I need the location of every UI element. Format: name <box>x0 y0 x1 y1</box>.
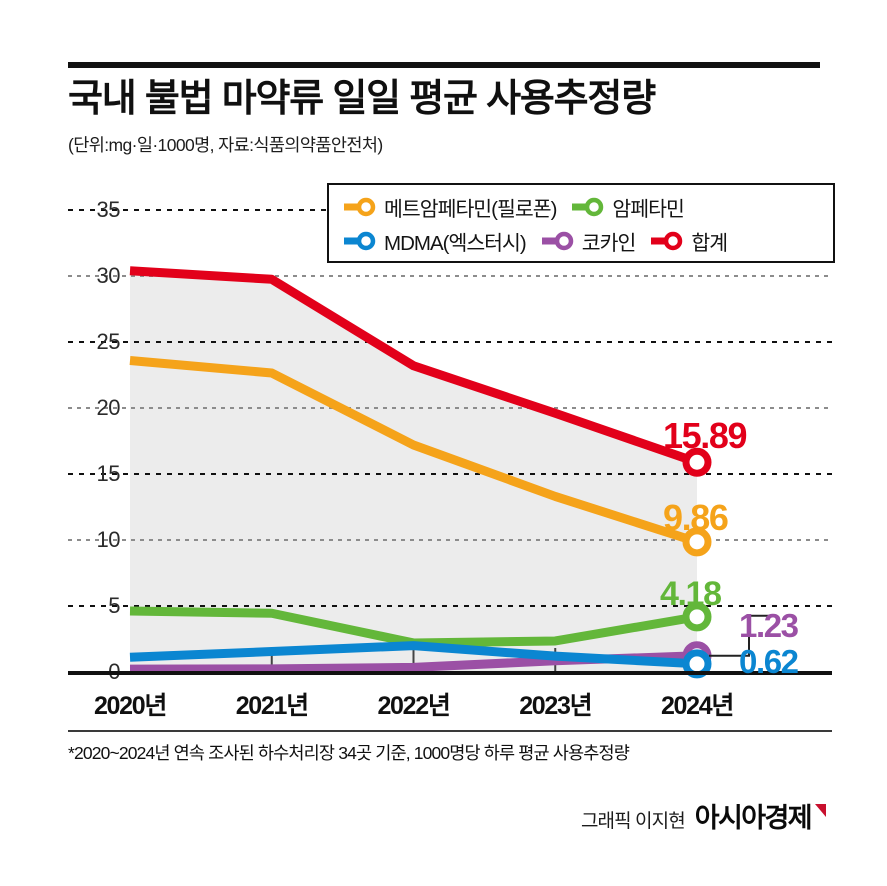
x-axis-tick-label: 2023년 <box>519 692 592 720</box>
open-circle-line-marker-icon <box>342 230 378 252</box>
legend-label: MDMA(엑스터시) <box>384 232 527 255</box>
page-subtitle: (단위:mg·일·1000명, 자료:식품의약품안전처) <box>68 135 383 155</box>
y-axis-tick-label: 35 <box>96 197 121 222</box>
y-axis-tick-label: 20 <box>96 395 121 420</box>
open-circle-line-marker-icon <box>649 230 685 252</box>
open-circle-line-marker-icon <box>342 196 378 218</box>
legend-item-methamphetamine[interactable]: 메트암페타민(필로폰) <box>342 192 557 222</box>
x-axis-tick-label: 2020년 <box>93 692 167 720</box>
callout-leader-line <box>709 614 769 657</box>
legend-item-amphetamine[interactable]: 암페타민 <box>570 192 685 222</box>
y-axis-tick-label: 30 <box>96 263 121 288</box>
x-axis-tick-label: 2022년 <box>377 692 450 720</box>
chart-legend: 메트암페타민(필로폰) 암페타민 MDMA(엑스터시) 코카인 합계 <box>327 183 835 263</box>
legend-label: 합계 <box>691 232 728 255</box>
series-end-marker <box>682 602 712 632</box>
legend-label: 코카인 <box>581 232 637 255</box>
series-line <box>129 355 699 547</box>
x-axis-tick-label: 2024년 <box>660 692 734 720</box>
y-axis-tick-label: 10 <box>96 527 121 552</box>
series-line <box>129 641 698 669</box>
legend-label: 암페타민 <box>612 198 684 221</box>
value-callout: 15.89 <box>663 415 747 456</box>
y-axis-tick-label: 15 <box>96 461 121 486</box>
x-axis-line <box>68 671 832 675</box>
header-rule <box>68 62 820 68</box>
page-title: 국내 불법 마약류 일일 평균 사용추정량 <box>68 78 656 120</box>
credit-author: 그래픽 이지현 <box>580 811 686 832</box>
legend-item-total[interactable]: 합계 <box>649 226 728 256</box>
value-callout: 0.62 <box>739 643 799 680</box>
series-end-marker <box>682 527 712 557</box>
open-circle-line-marker-icon <box>540 230 576 252</box>
value-callout: 4.18 <box>660 575 722 613</box>
x-axis-tick-label: 2021년 <box>235 692 309 720</box>
legend-item-cocaine[interactable]: 코카인 <box>540 226 636 256</box>
legend-label: 메트암페타민(필로폰) <box>384 198 557 221</box>
logo-triangle-mark-icon <box>814 794 827 825</box>
series-end-marker <box>682 447 712 477</box>
value-callout: 9.86 <box>663 497 729 538</box>
y-axis-tick-label: 5 <box>108 593 120 618</box>
footer-rule <box>68 730 832 732</box>
series-line <box>129 266 699 467</box>
open-circle-line-marker-icon <box>570 196 606 218</box>
credit-block: 그래픽 이지현 아시아경제 <box>581 796 827 835</box>
chart-footnote: *2020~2024년 연속 조사된 하수처리장 34곳 기준, 1000명당 … <box>68 743 630 763</box>
publisher-logo: 아시아경제 <box>695 796 827 835</box>
legend-row-2: MDMA(엑스터시) 코카인 합계 <box>342 224 833 258</box>
publisher-logo-text: 아시아경제 <box>694 803 813 833</box>
y-axis-tick-label: 25 <box>96 329 121 354</box>
legend-item-mdma[interactable]: MDMA(엑스터시) <box>342 226 527 256</box>
legend-row-1: 메트암페타민(필로폰) 암페타민 <box>342 190 833 224</box>
value-callout: 1.23 <box>739 607 799 644</box>
